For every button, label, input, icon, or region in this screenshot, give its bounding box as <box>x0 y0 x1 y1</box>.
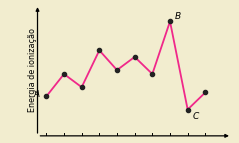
Text: C: C <box>192 112 199 121</box>
Text: B: B <box>175 12 181 21</box>
Point <box>186 108 190 111</box>
Point <box>115 69 119 71</box>
Text: Energia de ionização: Energia de ionização <box>28 28 37 112</box>
Point <box>44 95 48 98</box>
Point <box>133 56 136 58</box>
Text: A: A <box>33 90 40 99</box>
Point <box>98 49 101 51</box>
Point <box>203 91 207 94</box>
Point <box>80 86 84 88</box>
Point <box>150 73 154 75</box>
Point <box>168 20 172 23</box>
Point <box>62 73 66 75</box>
